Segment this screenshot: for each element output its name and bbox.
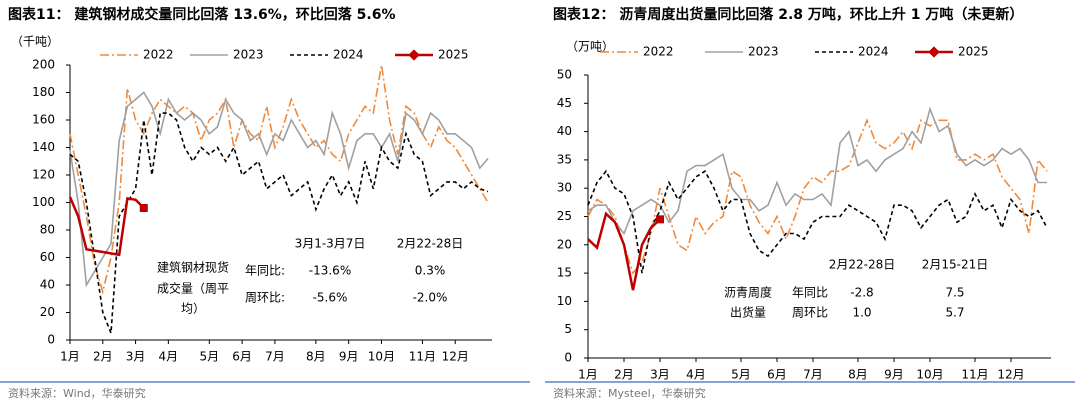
legend-marker [408,49,420,61]
y-tick-label: 50 [557,68,572,82]
y-tick-label: 15 [557,266,572,280]
x-tick-label: 9月 [884,368,904,382]
x-tick-label: 5月 [200,350,220,364]
x-tick-label: 11月 [409,350,436,364]
x-tick-label: 2月 [93,350,113,364]
x-tick-label: 10月 [368,350,395,364]
legend-label: 2022 [143,48,174,62]
annotation-text: 7.5 [945,286,964,300]
series-marker [139,204,148,212]
series-line [587,118,1048,275]
y-tick-label: 45 [557,96,572,110]
y-tick-label: 140 [32,140,55,154]
y-tick-label: 80 [40,223,55,237]
x-tick-label: 12月 [442,350,469,364]
legend-label: 2024 [858,45,889,59]
annotation-text: 2月15-21日 [922,258,989,272]
annotation-text: 年同比: [245,264,285,278]
series-marker [656,215,664,224]
annotation-text: 2月22-28日 [397,237,464,251]
series-line [587,169,1048,274]
annotation-text: 建筑钢材现货 [157,260,229,275]
annotation-text: -5.6% [313,291,348,305]
y-tick-label: 10 [557,294,572,308]
annotation-text: 沥青周度 [724,285,772,300]
annotation-text: 成交量（周平 [157,281,229,296]
annotation-text: 均） [181,302,205,316]
x-tick-label: 6月 [767,368,787,382]
annotation-text: 0.3% [415,264,446,278]
x-tick-label: 1月 [60,350,80,364]
x-tick-label: 7月 [803,368,823,382]
x-tick-label: 8月 [306,350,326,364]
series-line [69,91,489,288]
x-tick-label: 8月 [848,368,868,382]
series-line [69,112,489,334]
annotation-text: 3月1-3月7日 [295,237,366,251]
y-tick-label: 30 [557,181,572,195]
y-tick-label: 20 [557,237,572,251]
legend-label: 2023 [233,48,264,62]
y-tick-label: 20 [40,305,55,319]
annotation-text: -2.8 [850,286,873,300]
annotation-text: -13.6% [309,264,351,278]
x-tick-label: 12月 [997,368,1024,382]
x-tick-label: 6月 [232,350,252,364]
x-tick-label: 4月 [686,368,706,382]
source-note: 资料来源：Wind，华泰研究 [8,386,146,400]
y-tick-label: 180 [32,85,55,99]
annotation-text: 5.7 [945,306,964,320]
annotation-text: 1.0 [852,306,871,320]
annotation-text: 周环比: [245,291,285,305]
x-tick-label: 4月 [159,350,179,364]
y-tick-label: 160 [32,113,55,127]
y-tick-label: 40 [40,278,55,292]
annotation-text: -2.0% [413,291,448,305]
x-tick-label: 10月 [916,368,943,382]
y-tick-label: 60 [40,250,55,264]
source-note: 资料来源：Mysteel，华泰研究 [553,386,706,400]
chart-title: 图表11： 建筑钢材成交量同比回落 13.6%，环比回落 5.6% [8,6,396,23]
annotation-text: 周环比 [792,306,828,320]
y-tick-label: 0 [47,333,55,347]
y-tick-label: 120 [32,168,55,182]
legend-label: 2025 [438,48,469,62]
x-tick-label: 9月 [339,350,359,364]
legend-label: 2022 [643,45,674,59]
y-tick-label: 0 [564,351,572,365]
legend-label: 2024 [333,48,364,62]
y-tick-label: 25 [557,209,572,223]
series-line [68,196,145,257]
annotation-text: 年同比 [792,286,828,300]
x-tick-label: 3月 [650,368,670,382]
legend-marker [928,46,940,58]
y-tick-label: 40 [557,124,572,138]
chart-title: 图表12： 沥青周度出货量同比回落 2.8 万吨，环比上升 1 万吨（未更新） [553,6,1023,23]
unit-label: （千吨） [11,35,59,49]
x-tick-label: 2月 [614,368,634,382]
legend-label: 2023 [748,45,779,59]
x-tick-label: 1月 [578,368,598,382]
x-tick-label: 7月 [265,350,285,364]
legend-label: 2025 [958,45,989,59]
series-line [587,106,1047,236]
annotation-text: 出货量 [730,305,766,320]
x-tick-label: 3月 [126,350,146,364]
annotation-text: 2月22-28日 [829,258,896,272]
y-tick-label: 100 [32,195,55,209]
y-tick-label: 5 [564,322,572,336]
y-tick-label: 200 [32,58,55,72]
x-tick-label: 5月 [731,368,751,382]
series-line [587,211,661,291]
x-tick-label: 11月 [961,368,988,382]
unit-label: （万吨） [566,40,614,54]
y-tick-label: 35 [557,152,572,166]
